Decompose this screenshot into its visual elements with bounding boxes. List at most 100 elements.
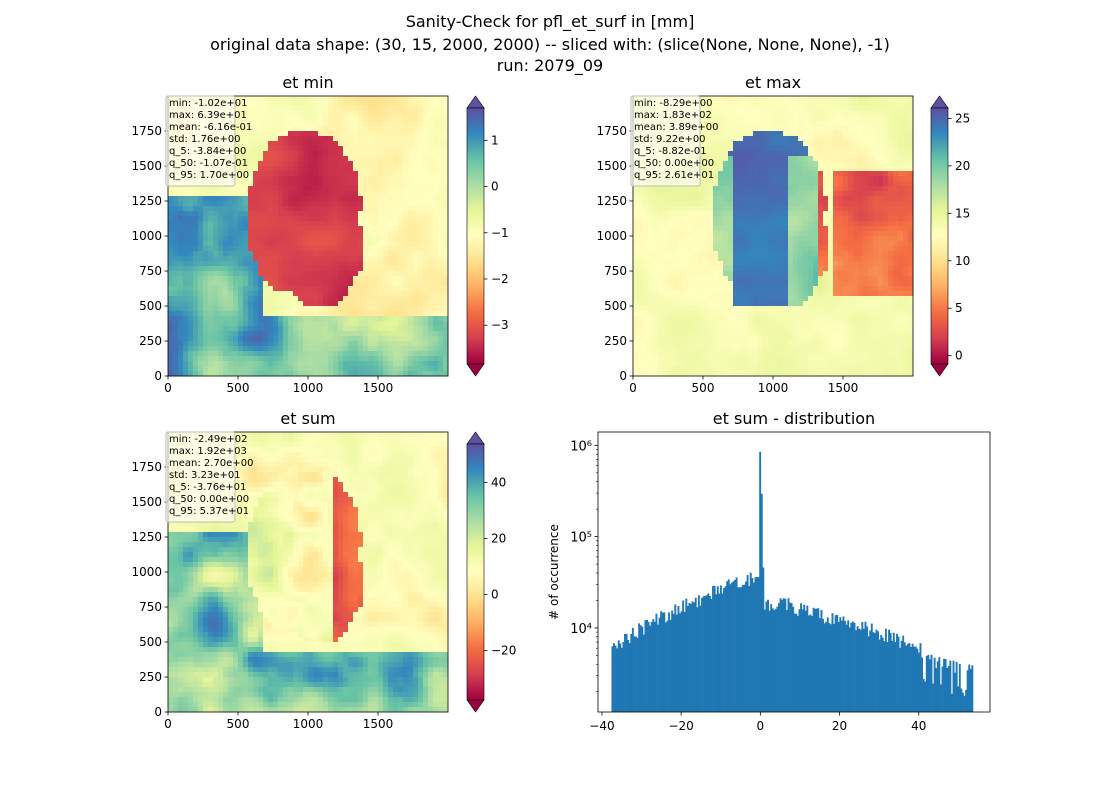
heatmap-cell <box>418 371 424 377</box>
heatmap-cell <box>703 191 709 197</box>
heatmap-cell <box>768 231 774 237</box>
heatmap-cell <box>323 101 329 107</box>
heatmap-cell <box>718 211 724 217</box>
heatmap-cell <box>238 161 244 167</box>
heatmap-cell <box>268 336 274 342</box>
heatmap-cell <box>228 321 234 327</box>
heatmap-cell <box>193 356 199 362</box>
heatmap-cell <box>733 106 739 112</box>
heatmap-cell <box>883 161 889 167</box>
heatmap-cell <box>633 226 639 232</box>
heatmap-cell <box>228 346 234 352</box>
heatmap-cell <box>338 141 344 147</box>
heatmap-cell <box>418 291 424 297</box>
heatmap-cell <box>323 316 329 322</box>
heatmap-cell <box>813 246 819 252</box>
heatmap-cell <box>733 116 739 122</box>
heatmap-cell <box>258 276 264 282</box>
heatmap-cell <box>338 276 344 282</box>
heatmap-cell <box>763 131 769 137</box>
heatmap-cell <box>833 111 839 117</box>
heatmap-cell <box>353 221 359 227</box>
heatmap-cell <box>848 156 854 162</box>
heatmap-cell <box>438 256 444 262</box>
heatmap-cell <box>373 311 379 317</box>
heatmap-cell <box>853 246 859 252</box>
heatmap-cell <box>818 246 824 252</box>
heatmap-cell <box>268 101 274 107</box>
heatmap-cell <box>313 281 319 287</box>
heatmap-cell <box>798 226 804 232</box>
heatmap-cell <box>378 321 384 327</box>
heatmap-cell <box>353 261 359 267</box>
heatmap-cell <box>378 346 384 352</box>
heatmap-cell <box>388 136 394 142</box>
heatmap-cell <box>288 196 294 202</box>
heatmap-cell <box>303 111 309 117</box>
heatmap-cell <box>908 156 914 162</box>
heatmap-cell <box>353 156 359 162</box>
heatmap-cell <box>878 121 884 127</box>
heatmap-cell <box>778 96 784 102</box>
heatmap-cell <box>403 121 409 127</box>
heatmap-cell <box>788 206 794 212</box>
heatmap-cell <box>698 206 704 212</box>
heatmap-cell <box>353 271 359 277</box>
heatmap-cell <box>353 231 359 237</box>
heatmap-cell <box>843 196 849 202</box>
heatmap-cell <box>308 246 314 252</box>
heatmap-cell <box>283 161 289 167</box>
heatmap-cell <box>203 241 209 247</box>
heatmap-cell <box>868 131 874 137</box>
heatmap-cell <box>433 211 439 217</box>
heatmap-cell <box>268 371 274 377</box>
heatmap-cell <box>388 221 394 227</box>
heatmap-cell <box>908 101 914 107</box>
heatmap-cell <box>358 111 364 117</box>
heatmap-cell <box>173 371 179 377</box>
heatmap-cell <box>408 166 414 172</box>
heatmap-cell <box>243 311 249 317</box>
heatmap-cell <box>413 226 419 232</box>
heatmap-cell <box>788 226 794 232</box>
heatmap-cell <box>393 126 399 132</box>
heatmap-cell <box>243 216 249 222</box>
heatmap-cell <box>178 206 184 212</box>
heatmap-cell <box>253 211 259 217</box>
heatmap-cell <box>258 261 264 267</box>
heatmap-cell <box>873 121 879 127</box>
heatmap-cell <box>683 221 689 227</box>
heatmap-cell <box>353 351 359 357</box>
heatmap-cell <box>778 131 784 137</box>
heatmap-cell <box>753 181 759 187</box>
heatmap-cell <box>313 341 319 347</box>
heatmap-cell <box>378 226 384 232</box>
heatmap-cell <box>308 286 314 292</box>
heatmap-cell <box>663 201 669 207</box>
heatmap-cell <box>263 161 269 167</box>
heatmap-cell <box>173 336 179 342</box>
heatmap-cell <box>433 286 439 292</box>
heatmap-cell <box>438 336 444 342</box>
heatmap-cell <box>413 291 419 297</box>
heatmap-cell <box>788 191 794 197</box>
heatmap-cell <box>228 251 234 257</box>
heatmap-cell <box>243 271 249 277</box>
heatmap-cell <box>248 301 254 307</box>
heatmap-cell <box>298 221 304 227</box>
heatmap-cell <box>263 256 269 262</box>
heatmap-cell <box>328 336 334 342</box>
heatmap-cell <box>403 351 409 357</box>
heatmap-cell <box>288 216 294 222</box>
heatmap-cell <box>193 281 199 287</box>
heatmap-cell <box>368 351 374 357</box>
heatmap-cell <box>283 121 289 127</box>
heatmap-cell <box>268 316 274 322</box>
heatmap-cell <box>178 266 184 272</box>
heatmap-cell <box>238 241 244 247</box>
heatmap-cell <box>893 246 899 252</box>
heatmap-cell <box>778 101 784 107</box>
heatmap-cell <box>343 156 349 162</box>
heatmap-cell <box>753 246 759 252</box>
heatmap-cell <box>168 291 174 297</box>
